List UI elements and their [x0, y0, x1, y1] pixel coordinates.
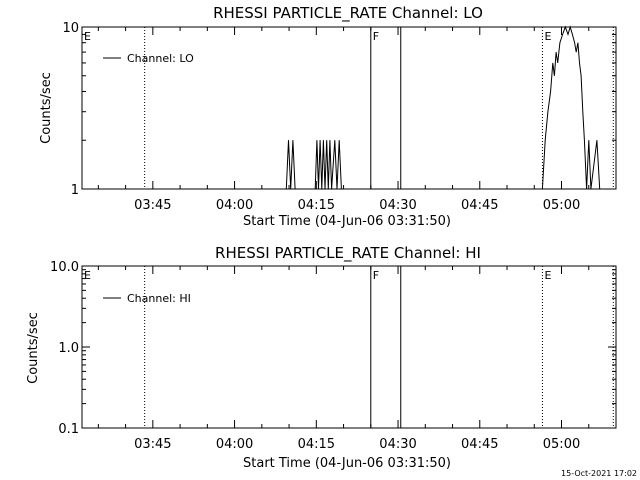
panel-hi-plot-area: 03:45 04:00 04:15 04:30 04:45 05:00 0.1 1.0 10.0… — [50, 260, 617, 452]
panel-lo-series-line — [285, 25, 601, 190]
panel-hi-frame — [81, 265, 617, 429]
panel-lo-legend-label: Channel: LO — [127, 52, 194, 65]
panel-hi-marker-label: F — [373, 269, 379, 282]
panel-lo-xlabel: Start Time (04-Jun-06 03:31:50) — [243, 214, 451, 229]
panel-lo-xtick-label: 04:00 — [216, 198, 253, 213]
panel-hi-legend: Channel: HI — [103, 292, 191, 305]
panel-hi-xtick-label: 04:15 — [298, 437, 335, 452]
panel-hi-ylabel: Counts/sec — [26, 312, 41, 384]
panel-hi-xlabel: Start Time (04-Jun-06 03:31:50) — [243, 456, 451, 471]
panel-lo-marker-label: F — [373, 30, 379, 43]
panel-hi-xtick-label: 04:45 — [461, 437, 498, 452]
panel-hi-xtick-label: 05:00 — [543, 437, 580, 452]
panel-lo-ytick-label: 10 — [62, 21, 79, 36]
panel-lo-marker-label: E — [84, 30, 91, 43]
panel-lo-xtick-label: 04:30 — [379, 198, 416, 213]
panel-lo-plot-area: 03:45 04:00 04:15 04:30 04:45 05:00 1 10 E F E — [62, 21, 617, 213]
panel-hi-xtick-label: 04:30 — [379, 437, 416, 452]
panel-hi-marker-label: E — [544, 269, 551, 282]
panel-hi-ytick-label: 10.0 — [50, 260, 79, 275]
panel-lo-legend: Channel: LO — [103, 52, 194, 65]
panel-lo-title: RHESSI PARTICLE_RATE Channel: LO — [213, 4, 483, 23]
panel-hi-title: RHESSI PARTICLE_RATE Channel: HI — [215, 244, 481, 263]
panel-lo-marker-label: E — [544, 30, 551, 43]
panel-hi-marker-label: E — [84, 269, 91, 282]
panel-hi-xtick-label: 04:00 — [216, 437, 253, 452]
footer-timestamp: 15-Oct-2021 17:02 — [561, 469, 637, 478]
panel-lo-xtick-label: 05:00 — [543, 198, 580, 213]
panel-hi: RHESSI PARTICLE_RATE Channel: HI Counts/… — [26, 244, 617, 471]
panel-hi-ytick-label: 1.0 — [58, 341, 79, 356]
panel-lo-ytick-label: 1 — [71, 183, 79, 198]
panel-hi-xtick-label: 03:45 — [134, 437, 171, 452]
panel-lo: RHESSI PARTICLE_RATE Channel: LO Counts/… — [39, 4, 617, 229]
panel-lo-xtick-label: 04:15 — [298, 198, 335, 213]
panel-lo-xtick-label: 03:45 — [134, 198, 171, 213]
panel-hi-legend-label: Channel: HI — [127, 292, 191, 305]
panel-lo-xtick-label: 04:45 — [461, 198, 498, 213]
panel-lo-ylabel: Counts/sec — [39, 72, 54, 144]
panel-hi-ytick-label: 0.1 — [58, 422, 79, 437]
